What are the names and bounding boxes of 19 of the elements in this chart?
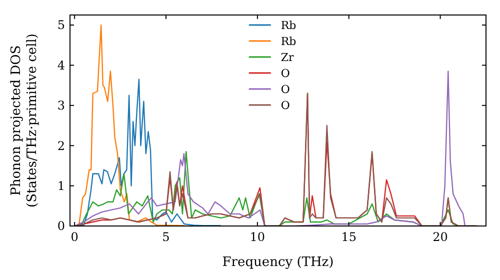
y-tick-label: 5 (57, 18, 65, 32)
x-tick-label: 5 (162, 230, 170, 244)
x-tick-label: 15 (341, 230, 356, 244)
legend-label: Rb (280, 34, 296, 48)
x-tick-label: 20 (432, 230, 448, 244)
y-tick-label: 1 (57, 179, 65, 194)
x-tick-label: 10 (250, 230, 266, 244)
legend-label: Zr (280, 50, 295, 64)
y-axis-title: Phonon projected DOS (States/THz·primitive cell) (9, 33, 40, 208)
y-tick-label: 2 (57, 138, 65, 153)
y-tick-label: 0 (57, 219, 65, 234)
legend-label: Rb (280, 18, 296, 32)
y-tick-label: 3 (57, 98, 65, 113)
legend-label: O (280, 66, 290, 80)
legend-label: O (280, 98, 290, 112)
x-tick-label: 0 (70, 230, 78, 244)
y-tick-label: 4 (57, 58, 66, 72)
legend-label: O (280, 82, 290, 96)
x-axis-title: Frequency (THz) (222, 255, 334, 270)
